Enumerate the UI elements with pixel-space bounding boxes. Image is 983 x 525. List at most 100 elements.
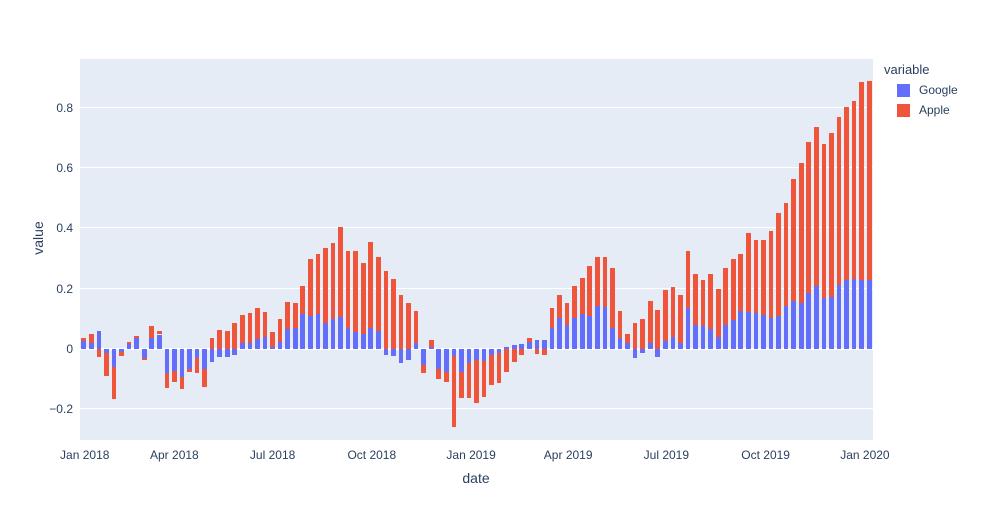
bar-google[interactable] [88,342,94,349]
bar-google[interactable] [209,348,215,362]
bar-apple[interactable] [353,251,358,333]
bar-apple[interactable] [179,377,185,390]
bar-google[interactable] [670,336,676,349]
bar-apple[interactable] [247,313,253,344]
bar-apple[interactable] [428,339,434,348]
bar-google[interactable] [504,347,510,349]
bar-apple[interactable] [798,162,804,304]
bar-google[interactable] [602,306,608,349]
bar-google[interactable] [768,318,774,349]
bar-google[interactable] [798,303,804,349]
bar-apple[interactable] [277,319,283,343]
bar-google[interactable] [217,348,223,357]
bar-apple[interactable] [647,300,653,343]
bar-google[interactable] [255,339,260,349]
bar-google[interactable] [496,348,502,354]
bar-google[interactable] [647,342,653,349]
bar-google[interactable] [436,348,442,370]
bar-google[interactable] [594,305,600,349]
bar-google[interactable] [723,324,729,349]
plot-area[interactable] [80,59,873,440]
bar-google[interactable] [391,348,396,357]
bar-google[interactable] [821,298,827,349]
bar-apple[interactable] [398,295,404,349]
bar-apple[interactable] [511,348,517,362]
bar-apple[interactable] [383,271,389,349]
bar-apple[interactable] [406,303,411,349]
bar-google[interactable] [632,348,638,358]
bar-apple[interactable] [368,242,374,329]
bar-google[interactable] [149,338,155,349]
bar-google[interactable] [428,347,434,349]
bar-apple[interactable] [549,308,555,328]
bar-apple[interactable] [459,371,464,399]
bar-apple[interactable] [443,371,449,382]
bar-google[interactable] [406,348,411,360]
bar-google[interactable] [715,336,721,349]
bar-google[interactable] [156,334,162,349]
bar-apple[interactable] [821,144,827,299]
bar-apple[interactable] [662,290,668,342]
bar-apple[interactable] [413,311,419,343]
bar-apple[interactable] [134,336,139,338]
bar-google[interactable] [836,284,842,349]
bar-apple[interactable] [164,373,170,389]
bar-apple[interactable] [504,348,510,372]
bar-apple[interactable] [693,273,698,325]
bar-google[interactable] [262,336,268,349]
bar-apple[interactable] [451,355,457,428]
bar-google[interactable] [270,346,275,349]
bar-google[interactable] [119,348,124,352]
bar-apple[interactable] [557,294,562,318]
bar-apple[interactable] [96,348,102,357]
bar-google[interactable] [459,348,464,372]
bar-google[interactable] [383,348,389,355]
bar-google[interactable] [617,338,623,349]
bar-apple[interactable] [345,251,351,329]
bar-google[interactable] [398,348,404,363]
bar-google[interactable] [224,348,230,357]
bar-apple[interactable] [768,231,774,319]
bar-apple[interactable] [119,351,124,357]
bar-google[interactable] [685,308,691,349]
bar-apple[interactable] [194,358,200,374]
bar-google[interactable] [662,341,668,349]
bar-apple[interactable] [496,353,502,384]
bar-google[interactable] [851,279,857,349]
bar-google[interactable] [194,348,200,358]
bar-google[interactable] [776,316,781,349]
bar-google[interactable] [240,343,245,349]
bar-apple[interactable] [481,361,487,398]
bar-google[interactable] [700,326,706,349]
bar-apple[interactable] [149,326,155,339]
bar-google[interactable] [474,348,479,360]
bar-google[interactable] [126,344,132,349]
bar-apple[interactable] [88,333,94,343]
bar-apple[interactable] [851,100,857,280]
bar-google[interactable] [111,348,117,368]
bar-apple[interactable] [866,80,872,281]
bar-google[interactable] [866,280,872,349]
bar-google[interactable] [134,337,139,349]
bar-apple[interactable] [844,107,849,280]
bar-apple[interactable] [300,285,306,315]
bar-google[interactable] [557,317,562,349]
bar-apple[interactable] [625,333,630,343]
bar-apple[interactable] [791,179,797,302]
bar-apple[interactable] [587,266,593,317]
bar-apple[interactable] [330,243,336,319]
bar-google[interactable] [323,323,328,349]
bar-apple[interactable] [270,331,275,347]
bar-google[interactable] [315,314,321,349]
bar-google[interactable] [368,328,374,349]
bar-apple[interactable] [209,338,215,349]
bar-apple[interactable] [738,254,744,312]
bar-apple[interactable] [255,308,260,340]
bar-apple[interactable] [187,369,192,373]
bar-google[interactable] [708,329,713,349]
bar-google[interactable] [746,311,751,349]
bar-google[interactable] [587,316,593,349]
bar-google[interactable] [277,342,283,349]
bar-google[interactable] [844,279,849,349]
bar-google[interactable] [814,286,819,349]
